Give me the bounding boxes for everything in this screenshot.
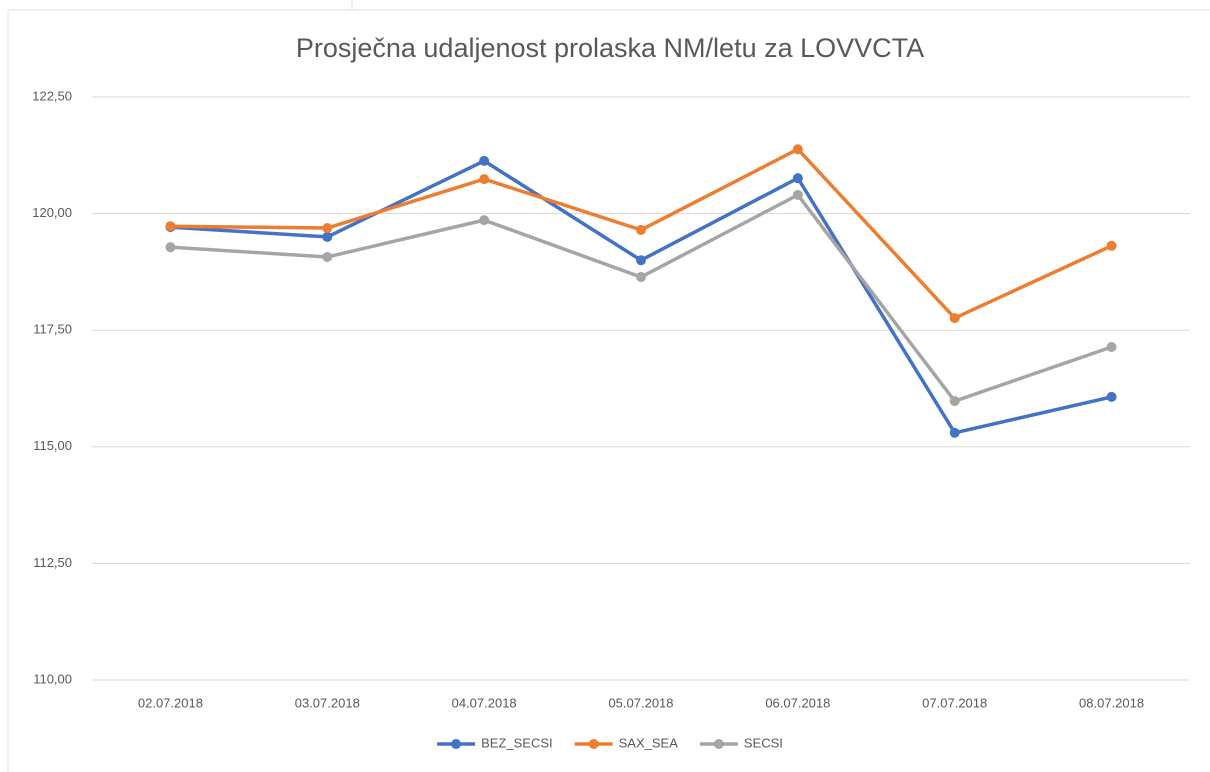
x-tick-label: 02.07.2018 (138, 695, 203, 710)
y-tick-label: 115,00 (33, 438, 72, 453)
x-tick-label: 06.07.2018 (765, 695, 830, 710)
x-tick-label: 05.07.2018 (608, 695, 673, 710)
data-point (165, 221, 176, 232)
x-tick-label: 04.07.2018 (452, 695, 517, 710)
data-point (479, 215, 490, 226)
data-point (636, 224, 646, 235)
data-point (165, 242, 176, 253)
data-point (636, 255, 646, 266)
data-point (322, 251, 333, 262)
x-tick-label: 07.07.2018 (922, 695, 987, 710)
data-point (792, 189, 803, 200)
legend-label: SECSI (744, 735, 783, 750)
y-tick-label: 110,00 (33, 671, 72, 686)
data-point (1106, 391, 1117, 402)
data-point (322, 231, 333, 242)
data-point (792, 173, 803, 184)
data-point (949, 396, 960, 407)
data-point (949, 313, 960, 324)
data-point (636, 272, 646, 283)
data-point (1106, 341, 1117, 352)
x-tick-label: 08.07.2018 (1079, 695, 1144, 710)
legend-label: BEZ_SECSI (481, 735, 553, 750)
x-tick-label: 03.07.2018 (295, 695, 360, 710)
data-point (479, 174, 490, 185)
data-point (479, 155, 490, 166)
y-tick-label: 122,50 (32, 88, 72, 103)
data-point (1106, 240, 1117, 251)
legend-marker (713, 739, 724, 749)
data-point (949, 427, 960, 438)
y-tick-label: 117,50 (33, 322, 72, 337)
data-point (792, 144, 803, 155)
legend-marker (588, 739, 599, 749)
y-tick-label: 120,00 (32, 205, 72, 220)
data-point (322, 223, 333, 234)
legend-marker (451, 739, 462, 749)
y-tick-label: 112,50 (33, 555, 72, 570)
chart-title: Prosječna udaljenost prolaska NM/letu za… (296, 33, 924, 63)
legend-label: SAX_SEA (619, 735, 679, 750)
